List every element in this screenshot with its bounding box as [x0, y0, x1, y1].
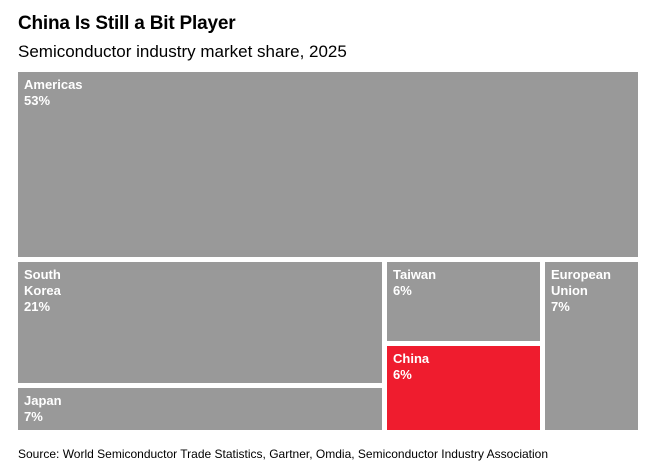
tile-south-korea-name: South Korea — [24, 267, 61, 298]
tile-china-name: China — [393, 351, 430, 366]
tile-china-value: 6% — [393, 367, 412, 382]
tile-japan: Japan 7% — [18, 388, 382, 430]
chart-subtitle: Semiconductor industry market share, 202… — [18, 42, 347, 61]
treemap: Americas 53% South Korea 21% Japan 7% Ta… — [18, 72, 638, 430]
tile-americas-name: Americas — [24, 77, 83, 92]
tile-taiwan: Taiwan 6% — [387, 262, 540, 341]
tile-americas: Americas 53% — [18, 72, 638, 257]
tile-japan-name: Japan — [24, 393, 62, 408]
tile-european-union-name: European Union — [551, 267, 611, 298]
tile-china: China 6% — [387, 346, 540, 430]
tile-south-korea: South Korea 21% — [18, 262, 382, 383]
tile-americas-value: 53% — [24, 93, 51, 108]
tile-european-union: European Union 7% — [545, 262, 638, 430]
tile-japan-value: 7% — [24, 409, 43, 424]
tile-south-korea-value: 21% — [24, 299, 51, 314]
tile-taiwan-value: 6% — [393, 283, 412, 298]
tile-european-union-value: 7% — [551, 299, 570, 314]
tile-taiwan-name: Taiwan — [393, 267, 437, 282]
source-note: Source: World Semiconductor Trade Statis… — [18, 447, 549, 461]
chart-title: China Is Still a Bit Player — [18, 13, 236, 34]
